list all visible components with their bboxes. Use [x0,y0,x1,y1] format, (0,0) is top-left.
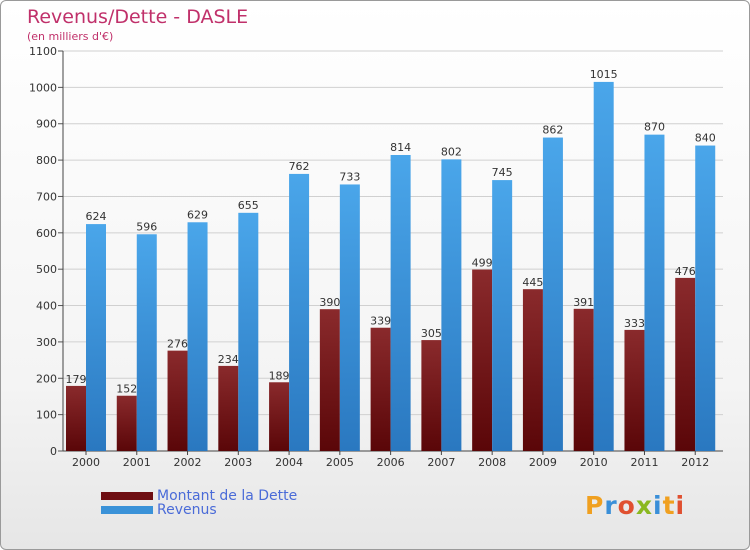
bar-dette [472,269,493,451]
logo-letter: i [653,491,663,520]
data-label-revenus: 733 [339,170,360,183]
bar-revenus [86,224,106,451]
data-label-revenus: 596 [136,220,157,233]
chart-title: Revenus/Dette - DASLE [27,6,249,28]
data-label-revenus: 862 [542,124,563,137]
x-tick-label: 2010 [580,456,608,469]
bar-revenus [441,159,462,451]
bar-revenus [238,212,259,451]
y-tick-label: 1100 [29,45,57,58]
data-label-revenus: 655 [238,199,259,212]
x-tick-label: 2012 [681,456,709,469]
legend-item-revenus: Revenus [101,502,217,518]
data-label-revenus: 814 [390,141,411,154]
legend-label-dette: Montant de la Dette [157,488,298,504]
data-label-dette: 189 [269,369,290,382]
y-tick-label: 600 [36,227,57,240]
logo-letter: r [604,491,618,520]
data-label-dette: 390 [319,296,340,309]
bar-revenus [492,180,513,451]
data-label-dette: 179 [66,373,87,386]
x-tick-label: 2007 [427,456,455,469]
x-tick-label: 2001 [123,456,151,469]
bar-dette [66,385,86,451]
data-label-dette: 499 [472,257,493,270]
data-label-dette: 445 [522,276,543,289]
data-label-revenus: 840 [695,132,716,145]
bar-revenus [390,155,411,451]
bar-revenus [593,81,614,451]
data-label-dette: 234 [218,353,239,366]
bar-dette [675,277,696,451]
legend-item-dette: Montant de la Dette [101,488,297,504]
logo-letter: P [585,491,605,520]
y-tick-label: 500 [36,263,57,276]
data-label-dette: 305 [421,327,442,340]
legend-swatch-dette [101,492,153,500]
x-tick-label: 2006 [377,456,405,469]
bar-revenus [289,173,310,451]
y-tick-label: 1000 [29,81,57,94]
x-tick-label: 2011 [630,456,658,469]
logo-letter: t [662,491,676,520]
y-tick-label: 200 [36,372,57,385]
y-tick-label: 800 [36,154,57,167]
x-tick-label: 2009 [529,456,557,469]
chart-subtitle: (en milliers d'€) [27,30,114,43]
x-tick-label: 2002 [174,456,202,469]
legend-label-revenus: Revenus [157,502,217,518]
data-label-revenus: 802 [441,145,462,158]
logo-letter: x [635,491,653,520]
data-label-revenus: 870 [644,121,665,134]
x-tick-label: 2008 [478,456,506,469]
y-tick-label: 400 [36,300,57,313]
bar-dette [370,327,391,451]
data-label-dette: 333 [624,317,645,330]
data-label-revenus: 624 [86,210,107,223]
data-label-revenus: 745 [492,166,513,179]
data-label-dette: 339 [370,315,391,328]
logo-letter: i [675,491,686,520]
data-label-dette: 276 [167,338,188,351]
bar-dette [319,309,340,451]
y-tick-label: 900 [36,118,57,131]
y-tick-label: 0 [50,445,57,458]
data-label-dette: 476 [675,265,696,278]
bar-dette [269,382,290,451]
bar-dette [116,395,137,451]
x-tick-label: 2000 [72,456,100,469]
x-tick-label: 2003 [224,456,252,469]
bar-revenus [136,234,157,451]
bar-dette [218,365,239,451]
y-tick-label: 700 [36,190,57,203]
bar-revenus [339,184,360,452]
bar-dette [522,289,543,451]
bar-dette [421,340,442,451]
x-tick-label: 2004 [275,456,303,469]
logo-letter: o [617,491,636,520]
bar-revenus [187,222,208,451]
data-label-revenus: 1015 [590,68,618,81]
bar-dette [167,350,188,451]
data-label-dette: 152 [116,383,137,396]
bar-dette [624,329,645,451]
data-label-dette: 391 [573,296,594,309]
x-tick-label: 2005 [326,456,354,469]
bar-revenus [542,137,563,451]
data-label-revenus: 762 [289,160,310,173]
y-tick-label: 100 [36,409,57,422]
y-tick-label: 300 [36,336,57,349]
bar-revenus [644,134,665,452]
bar-dette [573,308,594,451]
proxiti-logo: Proxiti [585,491,685,520]
legend-swatch-revenus [101,506,153,514]
data-label-revenus: 629 [187,208,208,221]
bar-revenus [695,145,716,451]
